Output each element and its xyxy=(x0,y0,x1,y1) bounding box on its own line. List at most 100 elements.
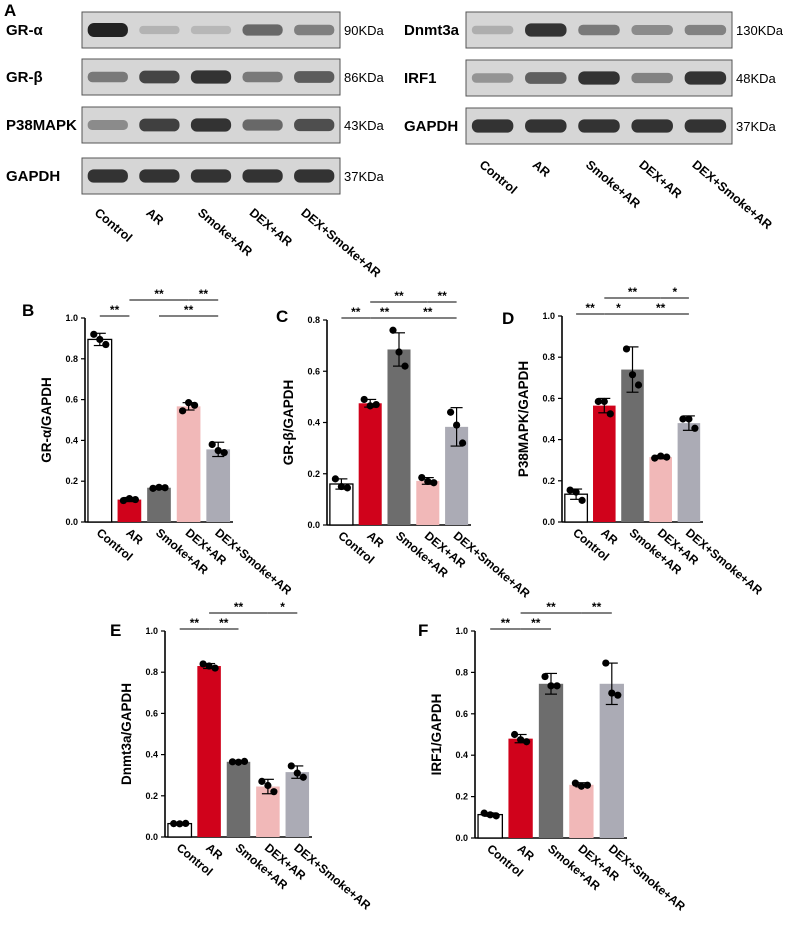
y-tick-label: 0.0 xyxy=(542,517,555,527)
left-lane-label: Control xyxy=(92,206,135,245)
blot-protein-label: IRF1 xyxy=(404,70,437,87)
data-point xyxy=(366,402,374,410)
y-tick-label: 0.6 xyxy=(542,393,555,403)
blot-band xyxy=(294,118,335,132)
data-point xyxy=(634,381,643,389)
y-tick-label: 0.8 xyxy=(145,667,158,677)
data-point xyxy=(240,757,249,765)
y-tick-label: 0.2 xyxy=(307,469,320,479)
y-axis-label: GR-β/GAPDH xyxy=(281,380,296,466)
y-tick-label: 1.0 xyxy=(145,626,158,636)
data-point xyxy=(170,820,178,828)
data-point xyxy=(205,662,213,670)
right-lane-label: DEX+Smoke+AR xyxy=(689,158,774,233)
data-point xyxy=(287,762,295,770)
data-point xyxy=(510,730,519,739)
blot-band xyxy=(294,24,335,36)
panel-letter-d: D xyxy=(502,309,514,328)
y-tick-label: 0.0 xyxy=(145,832,158,842)
y-tick-label: 0.8 xyxy=(65,354,78,364)
blot-band xyxy=(87,169,128,183)
blot-protein-label: Dnmt3a xyxy=(404,22,460,39)
y-tick-label: 0.8 xyxy=(542,352,555,362)
data-point xyxy=(270,788,278,796)
data-point xyxy=(161,484,169,492)
data-point xyxy=(622,345,631,353)
bar-dex-ar xyxy=(256,786,280,837)
significance-label: ** xyxy=(184,303,194,317)
data-point xyxy=(102,340,110,349)
left-lane-label: DEX+Smoke+AR xyxy=(298,206,383,281)
blot-band xyxy=(242,24,283,36)
x-category-label: AR xyxy=(515,842,538,864)
data-point xyxy=(523,738,531,746)
data-point xyxy=(191,401,199,409)
data-point xyxy=(547,682,555,690)
blot-band xyxy=(471,119,514,133)
bar-dex-ar xyxy=(569,784,594,838)
blot-band xyxy=(294,71,335,83)
blot-band xyxy=(87,71,128,83)
y-axis-label: IRF1/GAPDH xyxy=(429,694,444,776)
blot-band xyxy=(139,70,180,84)
significance-label: ** xyxy=(586,301,596,315)
blot-band xyxy=(631,25,673,35)
blot-band xyxy=(525,72,567,84)
panel-letter-a: A xyxy=(4,1,16,20)
bar-dex-ar xyxy=(176,406,201,522)
significance-label: ** xyxy=(438,289,448,303)
data-point xyxy=(657,452,665,460)
right-lane-label: Smoke+AR xyxy=(583,158,643,211)
y-tick-label: 1.0 xyxy=(542,311,555,321)
left-western-blot: GR-α 90KDa GR-β 86KDa P38MAPK 43KDa GAPDH 37KDa… xyxy=(6,11,385,281)
data-point xyxy=(679,415,687,423)
data-point xyxy=(430,479,438,487)
data-point xyxy=(234,758,243,766)
right-blot-row-dnmt3a: Dnmt3a 130KDa xyxy=(404,11,784,49)
data-point xyxy=(566,486,574,494)
panel-letter-b: B xyxy=(22,301,34,320)
bar-ar xyxy=(508,738,533,838)
y-tick-label: 0.6 xyxy=(145,708,158,718)
data-point xyxy=(149,484,157,492)
bar-smoke-ar xyxy=(538,683,564,838)
blot-band xyxy=(294,169,335,183)
data-point xyxy=(602,659,610,667)
blot-protein-label: GAPDH xyxy=(404,118,458,135)
data-point xyxy=(185,399,193,407)
panel-letter-f: F xyxy=(418,621,428,640)
right-lane-label: AR xyxy=(530,158,553,180)
chart-e: E0.00.20.40.60.81.0Dnmt3a/GAPDHControlAR… xyxy=(110,600,374,913)
blot-band xyxy=(471,73,514,83)
bar-dex-smoke-ar xyxy=(445,426,469,525)
y-tick-label: 0.4 xyxy=(455,750,468,760)
significance-label: ** xyxy=(592,600,602,614)
data-point xyxy=(608,689,616,697)
significance-label: ** xyxy=(501,616,511,630)
left-blot-row-gr: GR-β 86KDa xyxy=(6,58,385,96)
blot-band xyxy=(190,25,232,35)
y-axis-label: GR-α/GAPDH xyxy=(39,377,54,463)
y-tick-label: 0.4 xyxy=(65,435,78,445)
significance-label: ** xyxy=(199,287,209,301)
data-point xyxy=(459,439,467,447)
data-point xyxy=(486,811,494,819)
significance-label: ** xyxy=(351,305,361,319)
significance-label: ** xyxy=(380,305,390,319)
significance-label: ** xyxy=(234,600,244,614)
significance-label: ** xyxy=(628,285,638,299)
blot-band xyxy=(139,25,180,35)
left-lane-label: Smoke+AR xyxy=(195,206,255,259)
data-point xyxy=(418,473,426,482)
bar-dex-smoke-ar xyxy=(285,772,310,837)
significance-label: ** xyxy=(656,301,666,315)
data-point xyxy=(119,496,127,505)
bar-smoke-ar xyxy=(621,369,644,522)
blot-protein-label: GR-α xyxy=(6,22,43,39)
bar-dex-smoke-ar xyxy=(677,423,701,522)
data-point xyxy=(125,494,133,503)
blot-band xyxy=(139,118,180,132)
